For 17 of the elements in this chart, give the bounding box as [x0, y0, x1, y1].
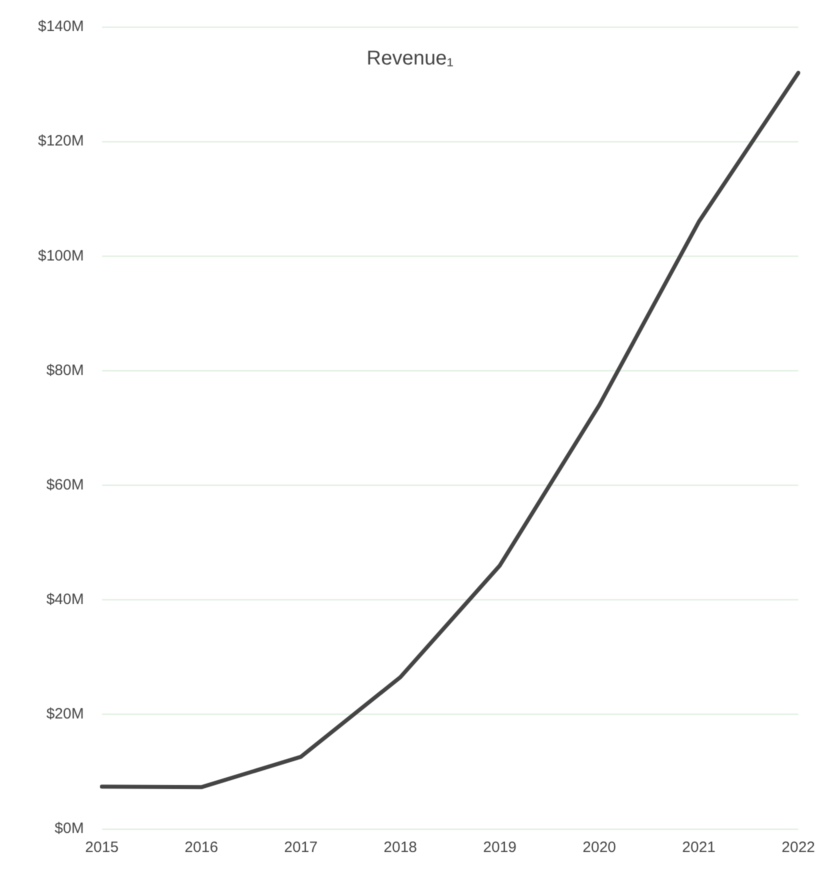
y-tick-label: $20M: [46, 706, 84, 723]
y-tick-label: $40M: [46, 591, 84, 608]
x-tick-label: 2016: [184, 839, 218, 856]
y-tick-label: $80M: [46, 362, 84, 379]
x-tick-label: 2020: [582, 839, 616, 856]
y-tick-label: $60M: [46, 476, 84, 494]
y-tick-label: $140M: [38, 18, 84, 36]
x-tick-label: 2017: [284, 839, 318, 856]
y-tick-label: $0M: [54, 820, 84, 838]
y-tick-label: $100M: [38, 247, 84, 264]
y-tick-label: $120M: [38, 132, 84, 150]
x-tick-label: 2021: [682, 839, 716, 856]
x-tick-label: 2018: [384, 839, 418, 856]
x-tick-label: 2019: [483, 839, 517, 856]
x-tick-label: 2015: [85, 839, 119, 856]
text: Revenue₁: [366, 48, 454, 70]
x-tick-label: 2022: [782, 839, 816, 856]
